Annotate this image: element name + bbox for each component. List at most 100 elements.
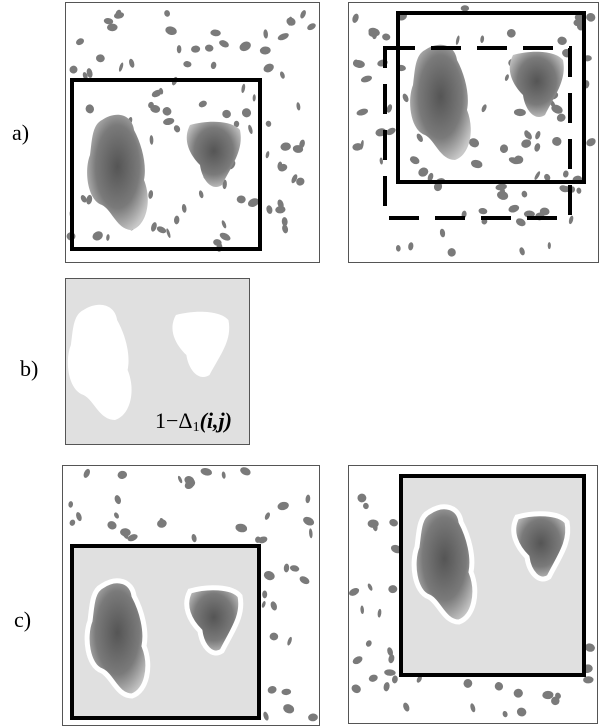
noise-dot [388, 585, 398, 594]
noise-dot [200, 467, 213, 476]
noise-dot [383, 682, 390, 692]
noise-dot [283, 563, 290, 573]
noise-dot [191, 45, 201, 53]
noise-dot [368, 27, 380, 37]
noise-dot [184, 480, 195, 490]
noise-dot [173, 125, 181, 133]
noise-dot [103, 18, 114, 25]
noise-dot [210, 61, 217, 70]
noise-dot [280, 142, 291, 151]
noise-dot [523, 210, 535, 218]
noise-dot [377, 608, 382, 618]
noise-dot [365, 640, 372, 647]
noise-dot [460, 5, 470, 12]
noise-dot [270, 601, 277, 611]
noise-dot [149, 135, 154, 145]
noise-dot [586, 138, 596, 147]
noise-dot [264, 512, 270, 520]
noise-dot [470, 159, 483, 169]
noise-dot [455, 35, 460, 45]
noise-dot [239, 41, 251, 52]
noise-dot [219, 232, 231, 241]
noise-dot [83, 468, 91, 478]
noise-dot [555, 692, 561, 699]
noise-dot [176, 45, 182, 54]
noise-dot [519, 247, 525, 256]
noise-dot [269, 632, 279, 641]
noise-dot [287, 16, 293, 26]
noise-dot [556, 113, 566, 122]
noise-dot [307, 23, 316, 31]
noise-dot [418, 167, 429, 177]
window [396, 11, 586, 184]
noise-dot [114, 512, 119, 519]
noise-dot [82, 72, 88, 80]
formula-subscript: 1 [193, 420, 200, 435]
noise-dot [360, 75, 373, 83]
noise-dot [468, 138, 480, 148]
label-b: b) [20, 356, 38, 381]
label-a: a) [12, 120, 29, 145]
noise-dot [303, 516, 315, 526]
noise-dot [368, 674, 378, 682]
noise-dot [241, 83, 246, 94]
noise-dot [106, 234, 110, 241]
noise-dot [356, 108, 369, 116]
noise-dot [255, 536, 261, 543]
noise-dot [219, 40, 229, 48]
noise-dot [447, 248, 456, 257]
noise-dot [506, 29, 516, 38]
noise-dot [86, 68, 93, 78]
formula-prefix: 1−Δ [155, 408, 193, 433]
noise-dot [379, 157, 383, 165]
noise-dot [309, 528, 313, 539]
noise-dot [129, 58, 135, 68]
noise-dot [504, 74, 509, 81]
noise-dot [281, 688, 292, 696]
noise-dot [277, 33, 289, 41]
noise-dot [118, 62, 124, 72]
noise-dot [402, 93, 409, 103]
noise-dot [300, 10, 306, 19]
noise-dot [159, 517, 166, 527]
noise-dot [513, 688, 523, 698]
noise-dot [280, 71, 285, 79]
formula: 1−Δ1(i,j) [155, 408, 232, 435]
noise-dot [433, 182, 443, 192]
window [399, 474, 586, 677]
window-previous [383, 46, 572, 220]
noise-dot [481, 104, 487, 113]
noise-dot [262, 590, 268, 599]
noise-dot [281, 217, 288, 227]
noise-dot [382, 33, 391, 41]
noise-dot [92, 231, 103, 241]
noise-dot [535, 131, 541, 140]
noise-dot [282, 224, 289, 234]
noise-dot [563, 170, 569, 178]
noise-dot [388, 654, 395, 664]
noise-dot [547, 242, 551, 250]
noise-dot [352, 656, 363, 665]
noise-dot [439, 228, 446, 238]
noise-dot [299, 576, 310, 585]
noise-dot [204, 44, 214, 52]
noise-dot [283, 704, 295, 714]
noise-dot [552, 136, 562, 146]
noise-dot [403, 702, 410, 712]
noise-dot [308, 713, 318, 722]
noise-dot [266, 205, 273, 214]
noise-dot [107, 521, 117, 530]
noise-dot [96, 54, 105, 63]
noise-dot [497, 190, 509, 200]
noise-dot [107, 23, 118, 32]
noise-dot [263, 63, 274, 73]
noise-dot [367, 519, 379, 528]
noise-dot [352, 13, 359, 23]
noise-dot [241, 108, 252, 118]
noise-dot [181, 204, 187, 213]
noise-dot [80, 195, 87, 203]
noise-dot [416, 675, 422, 683]
noise-dot [86, 194, 93, 205]
noise-dot [387, 647, 393, 657]
noise-dot [463, 678, 473, 688]
